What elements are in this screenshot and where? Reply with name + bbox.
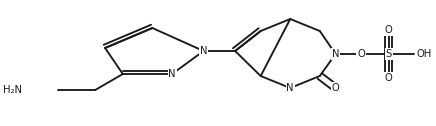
Text: O: O: [332, 83, 339, 93]
Text: H₂N: H₂N: [3, 85, 22, 95]
Text: N: N: [168, 69, 176, 79]
Text: S: S: [385, 49, 392, 59]
Text: OH: OH: [416, 49, 432, 59]
Text: N: N: [200, 46, 208, 56]
Text: O: O: [357, 49, 365, 59]
Text: N: N: [332, 49, 339, 59]
Text: N: N: [286, 83, 294, 93]
Text: O: O: [385, 25, 392, 35]
Text: O: O: [385, 73, 392, 83]
